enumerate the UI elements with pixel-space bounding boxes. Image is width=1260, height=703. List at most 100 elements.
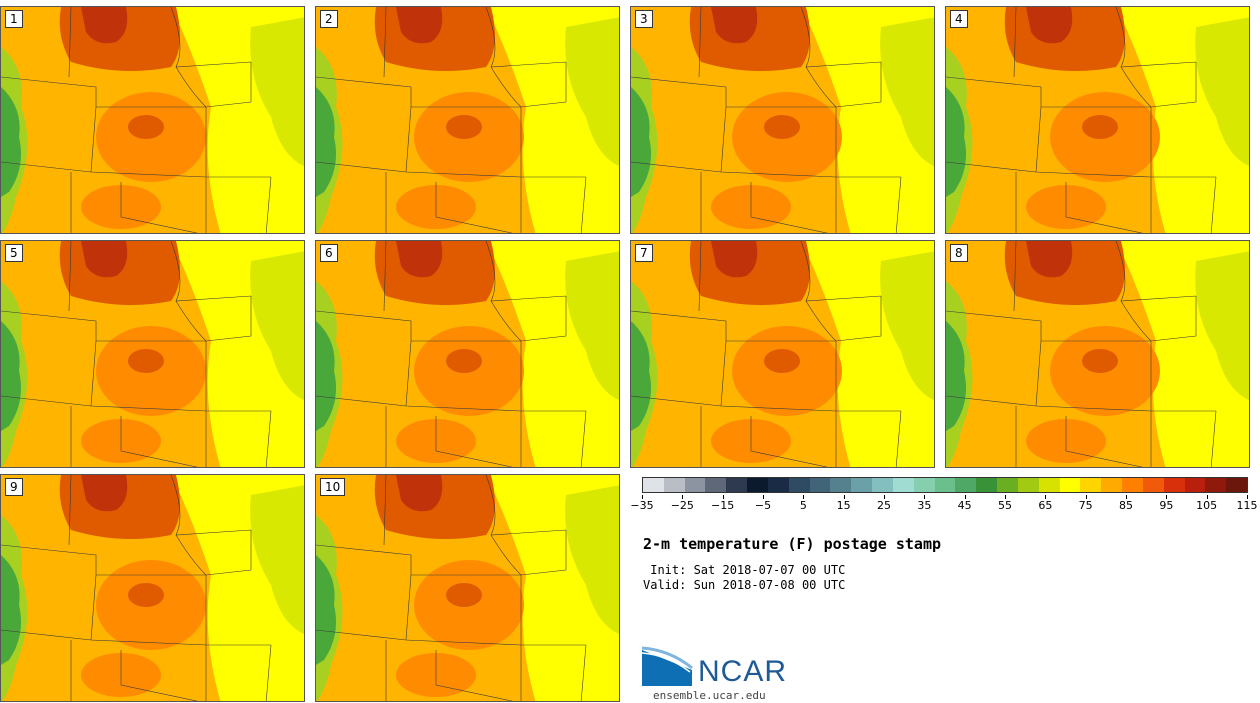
- colorbar-tick-label: −25: [670, 499, 694, 512]
- colorbar-swatch: [809, 478, 831, 492]
- temperature-map: [631, 241, 934, 467]
- lime-field: [565, 485, 619, 635]
- colorbar-tick-label: 35: [917, 499, 932, 512]
- colorbar-swatch: [934, 478, 956, 492]
- hottest-field: [396, 7, 443, 44]
- member-number: 9: [5, 478, 23, 496]
- site-url: ensemble.ucar.edu: [653, 689, 766, 702]
- colorbar-swatch: [1101, 478, 1123, 492]
- member-number: 8: [950, 244, 968, 262]
- mountain-cool: [316, 555, 337, 665]
- colorbar-tick: [803, 495, 805, 499]
- temperature-map: [316, 241, 619, 467]
- colorbar-tick-label: −5: [754, 499, 772, 512]
- ensemble-member-panel: 8: [945, 240, 1250, 468]
- valid-time: Valid: Sun 2018-07-08 00 UTC: [643, 578, 846, 592]
- colorbar-tick-label: 45: [957, 499, 972, 512]
- temperature-map: [1, 7, 304, 233]
- hot-core: [128, 349, 164, 373]
- colorbar-tick: [642, 495, 643, 499]
- ensemble-member-panel: 2: [315, 6, 620, 234]
- hottest-field: [396, 241, 443, 278]
- hottest-field: [81, 241, 128, 278]
- lime-field: [880, 17, 934, 167]
- colorbar-tick: [843, 495, 845, 499]
- ensemble-member-panel: 5: [0, 240, 305, 468]
- colorbar-ticks: −35 −25 −15 −5 5 15 25 35 45 55 65 75 85 95 105 115: [630, 495, 1258, 515]
- member-number: 7: [635, 244, 653, 262]
- state-borders: [1, 475, 272, 701]
- colorbar-tick-label: 95: [1159, 499, 1174, 512]
- colorbar-swatch: [1080, 478, 1102, 492]
- colorbar-tick: [1247, 495, 1248, 499]
- hot-core: [446, 115, 482, 139]
- init-time: Init: Sat 2018-07-07 00 UTC: [643, 563, 846, 577]
- lime-field: [250, 485, 304, 635]
- hot-core: [1082, 349, 1118, 373]
- colorbar-tick-label: 115: [1236, 499, 1258, 512]
- colorbar-tick-label: 15: [836, 499, 851, 512]
- hot-core: [446, 583, 482, 607]
- colorbar-swatch: [830, 478, 852, 492]
- temperature-map: [1, 475, 304, 701]
- hot-core: [128, 583, 164, 607]
- colorbar-tick: [722, 495, 724, 499]
- colorbar-swatch: [684, 478, 706, 492]
- hot-core: [764, 115, 800, 139]
- colorbar-tick: [1085, 495, 1087, 499]
- colorbar-tick-label: 65: [1038, 499, 1053, 512]
- hottest-field: [396, 475, 443, 512]
- member-number: 2: [320, 10, 338, 28]
- hottest-field: [711, 7, 758, 44]
- colorbar-tick-label: 55: [998, 499, 1012, 512]
- temperature-map: [946, 241, 1249, 467]
- hot-core: [128, 115, 164, 139]
- hottest-field: [81, 7, 128, 44]
- state-borders: [1, 241, 272, 467]
- state-borders: [631, 7, 902, 233]
- ensemble-member-panel: 7: [630, 240, 935, 468]
- colorbar-swatch: [1184, 478, 1206, 492]
- colorbar-swatch: [788, 478, 810, 492]
- colorbar-swatch: [872, 478, 893, 492]
- temperature-map: [946, 7, 1249, 233]
- ensemble-member-panel: 6: [315, 240, 620, 468]
- hottest-field: [81, 475, 128, 512]
- lime-field: [1195, 17, 1249, 167]
- colorbar-swatch: [997, 478, 1018, 492]
- mountain-cool: [946, 87, 967, 197]
- colorbar-swatch: [1038, 478, 1060, 492]
- colorbar-tick: [763, 495, 764, 499]
- member-number: 6: [320, 244, 338, 262]
- lime-field: [1195, 251, 1249, 401]
- ensemble-member-panel: 9: [0, 474, 305, 702]
- mountain-cool: [316, 87, 337, 197]
- state-borders: [316, 7, 587, 233]
- colorbar-tick: [924, 495, 926, 499]
- colorbar-tick: [1045, 495, 1047, 499]
- hot-core: [1082, 115, 1118, 139]
- colorbar-swatch: [663, 478, 685, 492]
- member-number: 5: [5, 244, 23, 262]
- mountain-cool: [316, 321, 337, 431]
- colorbar-swatch: [1142, 478, 1164, 492]
- colorbar-swatch: [705, 478, 727, 492]
- colorbar-swatch: [1059, 478, 1081, 492]
- colorbar-swatch: [851, 478, 873, 492]
- temperature-map: [316, 475, 619, 701]
- colorbar-tick: [682, 495, 684, 499]
- colorbar-tick: [964, 495, 966, 499]
- colorbar-swatch: [892, 478, 914, 492]
- temperature-colorbar: [642, 477, 1248, 493]
- colorbar-tick-label: 75: [1078, 499, 1093, 512]
- ncar-logo-icon: [642, 646, 693, 686]
- colorbar-tick: [1166, 495, 1168, 499]
- hot-core: [446, 349, 482, 373]
- ensemble-member-panel: 1: [0, 6, 305, 234]
- state-borders: [1, 7, 272, 233]
- colorbar-swatch: [643, 478, 664, 492]
- mountain-cool: [1, 555, 22, 665]
- colorbar-swatch: [1122, 478, 1143, 492]
- lime-field: [250, 17, 304, 167]
- hottest-field: [1026, 7, 1073, 44]
